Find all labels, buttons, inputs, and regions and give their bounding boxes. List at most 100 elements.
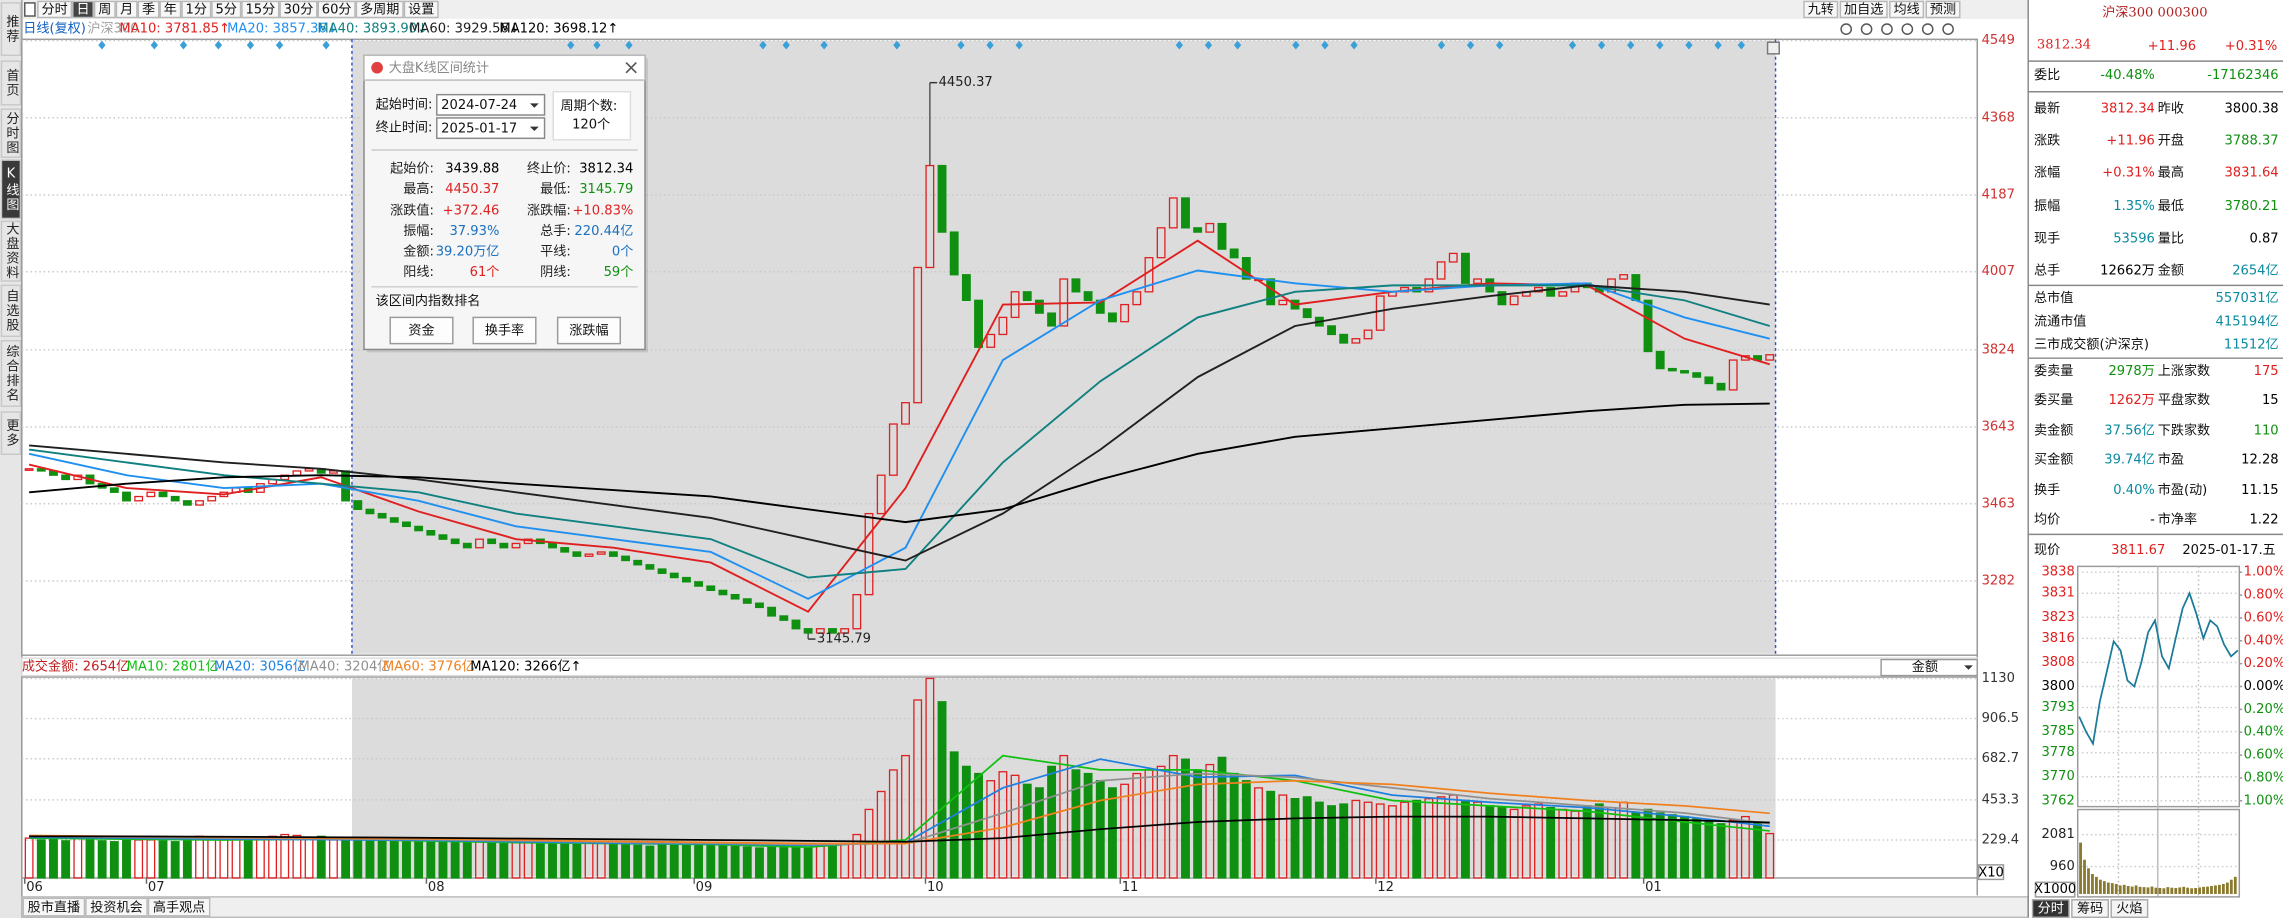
toolbar-button-label[interactable]: 均线 xyxy=(1894,2,1920,18)
toolbar-button-label[interactable]: 加自选 xyxy=(1844,2,1883,18)
volume-bar xyxy=(1034,787,1044,879)
sidebar-item-bg[interactable] xyxy=(0,108,22,158)
toolbar-button[interactable] xyxy=(37,0,73,19)
chart-tool-icon[interactable] xyxy=(1840,23,1853,35)
toolbar-button-label[interactable]: 多周期 xyxy=(360,1,399,18)
bottom-tab-label[interactable]: 投资机会 xyxy=(90,899,142,915)
popup-button[interactable] xyxy=(556,316,621,345)
date-dropdown[interactable] xyxy=(436,117,546,140)
chart-tool-icon[interactable] xyxy=(1942,23,1954,35)
scale-label: X10 xyxy=(1978,865,2004,880)
popup-button[interactable] xyxy=(472,316,537,345)
candle xyxy=(1266,278,1276,306)
toolbar-button-label[interactable]: 周 xyxy=(98,3,111,18)
toolbar-button[interactable] xyxy=(355,0,404,19)
intraday-tab-label[interactable]: 筹码 xyxy=(2077,900,2103,917)
x-tick-label: 08 xyxy=(428,880,445,895)
close-box[interactable] xyxy=(1766,41,1780,55)
toolbar-button-label[interactable]: 1分 xyxy=(186,2,207,18)
chart-tool-icon[interactable] xyxy=(1860,23,1873,35)
toolbar-button[interactable] xyxy=(241,0,280,19)
toolbar-button-label[interactable]: 年 xyxy=(164,2,177,18)
sidebar-item-bg[interactable] xyxy=(0,60,22,106)
popup-button-label[interactable]: 资金 xyxy=(408,323,434,339)
event-marker xyxy=(1292,40,1300,50)
toolbar-button-label[interactable]: 分时 xyxy=(42,2,68,18)
sidebar-item[interactable]: 推荐 xyxy=(3,14,19,44)
event-marker xyxy=(893,40,901,50)
sidebar-item[interactable]: 更多 xyxy=(3,419,19,448)
bottom-tab-label[interactable]: 高手观点 xyxy=(153,898,205,915)
intraday-tab[interactable] xyxy=(2031,899,2070,918)
popup-button-label[interactable]: 涨跌幅 xyxy=(569,323,608,339)
date-dropdown[interactable] xyxy=(436,93,546,116)
sidebar-item[interactable]: K线图 xyxy=(3,166,19,212)
toolbar-button-label[interactable]: 九转 xyxy=(1808,2,1834,18)
toolbar-button[interactable] xyxy=(1803,0,1839,19)
volume-selector[interactable] xyxy=(1880,658,1978,677)
toolbar-button-label[interactable]: 30分 xyxy=(284,2,314,18)
sidebar-item-bg[interactable] xyxy=(0,339,22,407)
volume-bar xyxy=(438,841,448,879)
toolbar-button-label[interactable]: 月 xyxy=(120,3,133,18)
sidebar-item-bg[interactable] xyxy=(0,220,22,282)
toolbar-button[interactable] xyxy=(279,0,318,19)
toolbar-button[interactable] xyxy=(403,0,439,19)
popup-close[interactable] xyxy=(625,62,637,74)
candle xyxy=(134,495,144,502)
toolbar-button-label[interactable]: 60分 xyxy=(322,2,352,18)
sidebar-item-bg[interactable] xyxy=(0,284,22,338)
toolbar-button-label[interactable]: 预测 xyxy=(1930,2,1956,18)
bottom-tab[interactable] xyxy=(22,897,86,917)
quote-value: 15 xyxy=(2262,393,2279,408)
sidebar-item[interactable]: 首页 xyxy=(3,68,19,98)
toolbar-button-label[interactable]: 设置 xyxy=(408,2,434,18)
popup-button[interactable] xyxy=(389,316,454,345)
bottom-tab[interactable] xyxy=(147,897,211,917)
toolbar-button[interactable] xyxy=(159,0,182,19)
sidebar-item[interactable]: 自选股 xyxy=(3,289,19,333)
sidebar-item-bg[interactable] xyxy=(0,411,22,455)
bottom-tab-label[interactable]: 股市直播 xyxy=(28,898,80,915)
intraday-tab[interactable] xyxy=(2071,899,2110,918)
date-value[interactable]: 2024-07-24 xyxy=(441,98,517,113)
toolbar-button[interactable] xyxy=(137,0,160,19)
candle xyxy=(767,606,777,617)
toolbar-button[interactable] xyxy=(181,0,212,19)
toolbar-button[interactable] xyxy=(1839,0,1888,19)
sidebar-item[interactable]: 大盘资料 xyxy=(3,222,19,281)
chart-tool-icon[interactable] xyxy=(1921,23,1934,35)
chart-tool-icon[interactable] xyxy=(1881,23,1893,35)
popup-label: 终止时间: xyxy=(376,120,433,136)
toolbar-button[interactable] xyxy=(1925,0,1961,19)
toolbar-button-label[interactable]: 季 xyxy=(142,2,155,18)
volume-selector-label[interactable]: 金额 xyxy=(1912,659,1938,675)
toolbar-button[interactable] xyxy=(72,0,94,19)
toolbar-button[interactable] xyxy=(211,0,242,19)
candle xyxy=(657,568,667,574)
toolbar-button[interactable] xyxy=(115,0,138,19)
sidebar-item-bg[interactable] xyxy=(0,2,22,57)
toolbar-button[interactable] xyxy=(1889,0,1925,19)
sidebar-item[interactable]: 综合排名 xyxy=(3,344,19,403)
volume-bar xyxy=(1047,765,1057,879)
intraday-volume-bar xyxy=(2150,886,2154,894)
chart-tool-icon[interactable] xyxy=(1901,23,1914,35)
date-value[interactable]: 2025-01-17 xyxy=(441,121,517,136)
intraday-price: 3811.67 xyxy=(2111,543,2165,558)
sidebar-item[interactable]: 分时图 xyxy=(3,111,19,155)
toolbar-button-label[interactable]: 5分 xyxy=(216,2,237,18)
candle xyxy=(779,615,789,621)
intraday-tab[interactable] xyxy=(2110,899,2149,918)
toolbar-button[interactable] xyxy=(93,0,116,19)
bottom-tab[interactable] xyxy=(85,897,148,917)
popup-button-label[interactable]: 换手率 xyxy=(485,322,524,339)
sidebar-item-bg[interactable] xyxy=(0,159,22,220)
intraday-tab-label[interactable]: 分时 xyxy=(2038,901,2064,917)
intraday-tab-label[interactable]: 火焰 xyxy=(2116,901,2142,917)
toolbar-button-label[interactable]: 15分 xyxy=(245,2,275,18)
toolbar-button[interactable] xyxy=(317,0,356,19)
quote-value: +0.31% xyxy=(2102,166,2155,181)
toolbar-button-label[interactable]: 日 xyxy=(76,3,89,18)
volume-bar xyxy=(1107,787,1117,879)
